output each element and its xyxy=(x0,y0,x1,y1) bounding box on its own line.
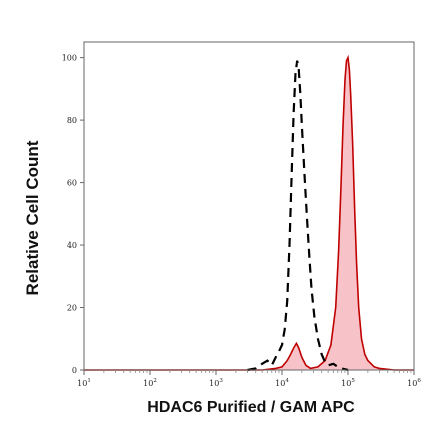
axes: 0 20 40 60 80 100 101 102 103 104 105 106 xyxy=(62,54,422,388)
plot-area xyxy=(84,54,414,372)
y-axis-label: Relative Cell Count xyxy=(23,140,42,295)
x-tick-label-5: 106 xyxy=(407,378,421,388)
x-tick-label-1: 102 xyxy=(143,378,157,388)
x-tick-label-3: 104 xyxy=(275,378,289,388)
series-fill-1 xyxy=(84,57,414,370)
y-tick-label-4: 80 xyxy=(67,116,77,125)
plot-frame xyxy=(83,41,415,371)
x-axis-label: HDAC6 Purified / GAM APC xyxy=(147,399,355,416)
y-tick-label-5: 100 xyxy=(62,54,77,63)
x-tick-label-0: 101 xyxy=(77,378,91,388)
x-tick-label-2: 103 xyxy=(209,378,223,388)
y-tick-label-1: 20 xyxy=(67,304,77,313)
x-tick-label-4: 105 xyxy=(341,378,355,388)
series-line-1 xyxy=(84,54,414,371)
y-tick-label-2: 40 xyxy=(67,241,77,250)
y-tick-label-0: 0 xyxy=(72,366,77,375)
y-tick-label-3: 60 xyxy=(67,179,77,188)
series-line-0 xyxy=(247,60,349,372)
